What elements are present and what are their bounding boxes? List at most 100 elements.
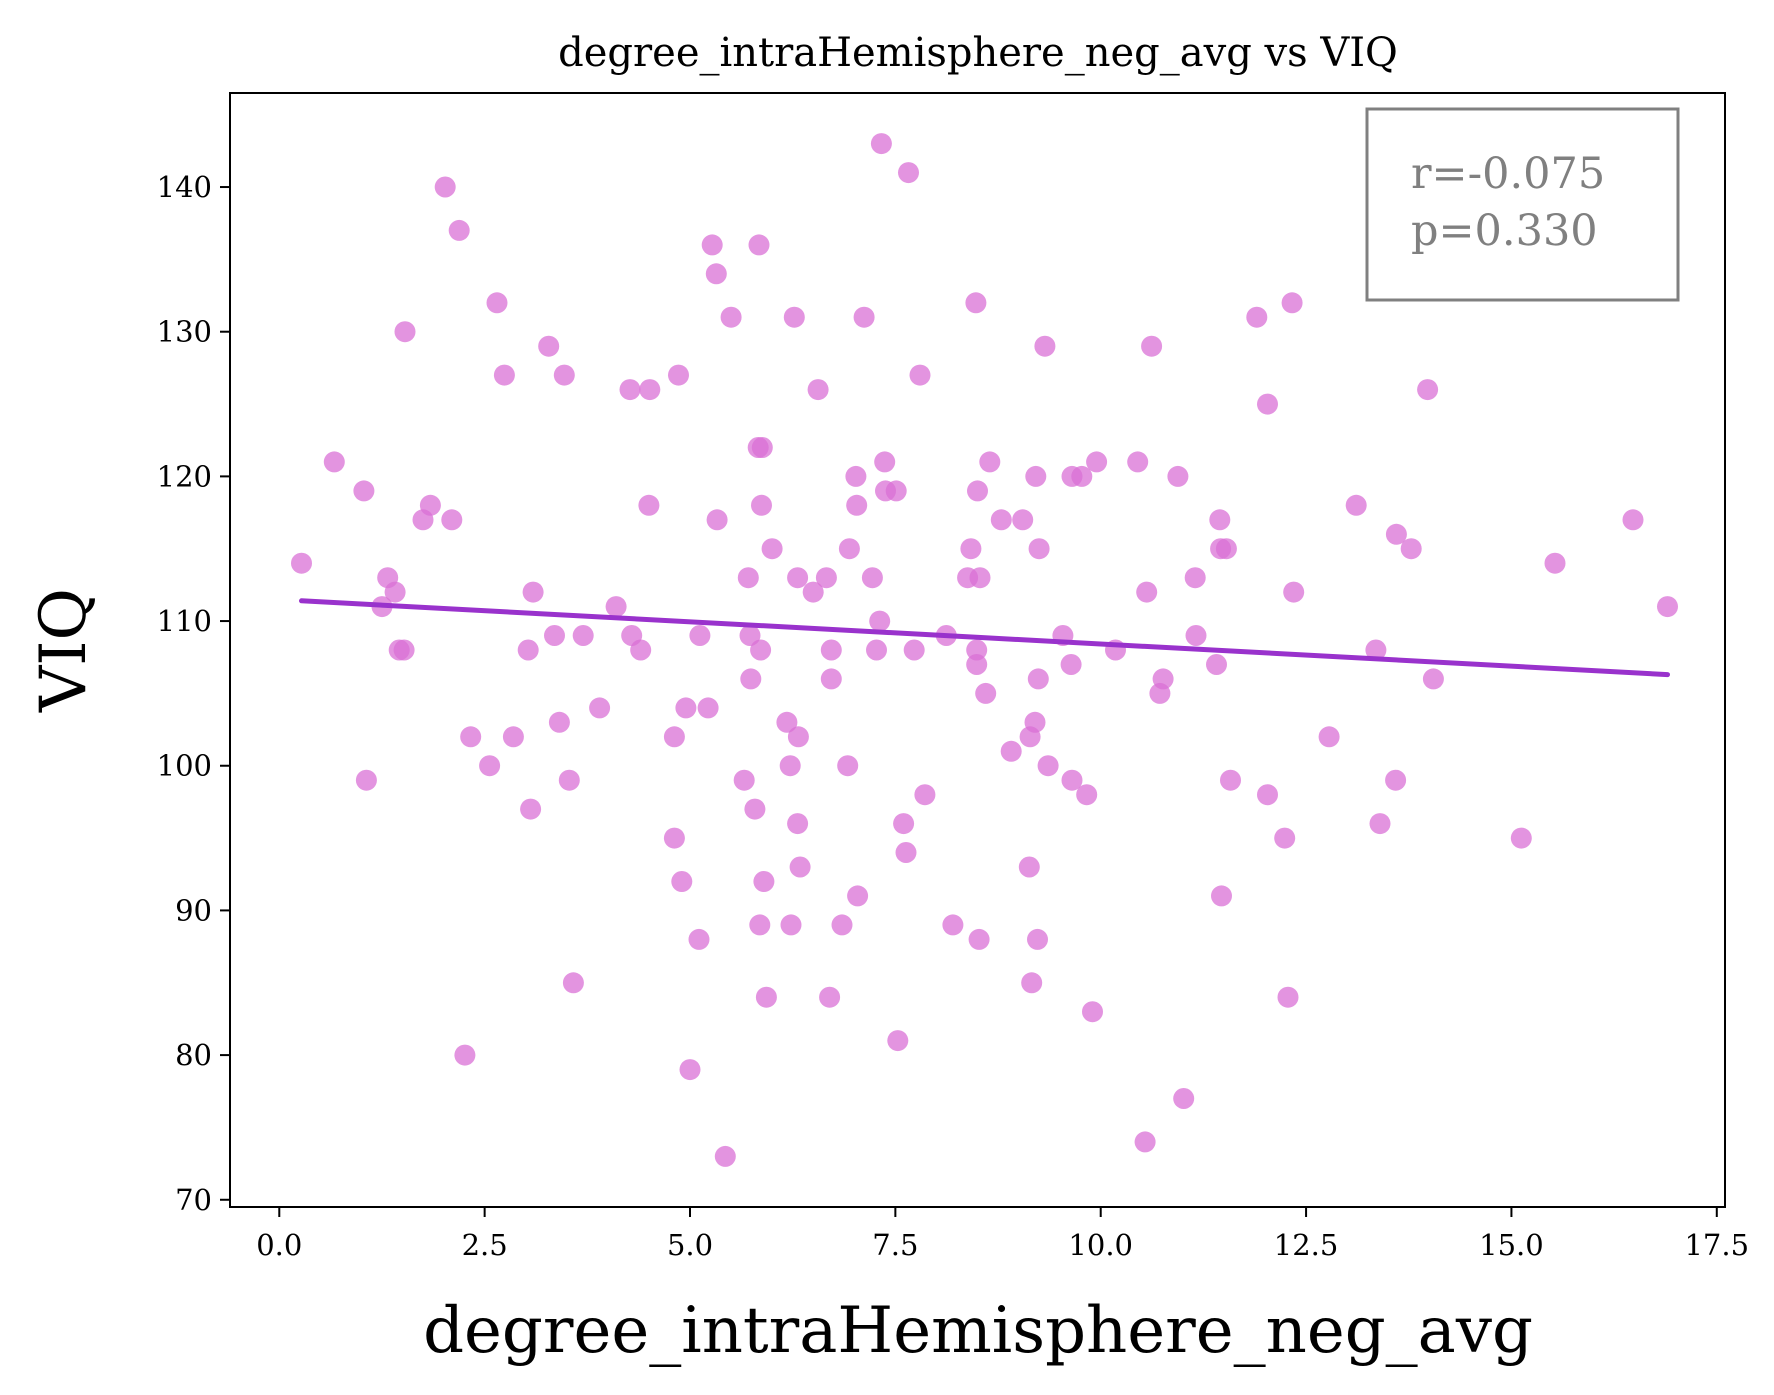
data-point <box>714 1145 736 1167</box>
x-tick-label: 15.0 <box>1479 1228 1544 1262</box>
data-point <box>697 697 719 719</box>
data-point <box>419 494 441 516</box>
data-point <box>502 726 524 748</box>
data-point <box>1136 581 1158 603</box>
data-point <box>733 769 755 791</box>
data-point <box>553 364 575 386</box>
data-point <box>1000 740 1022 762</box>
data-point <box>639 379 661 401</box>
x-tick-label: 7.5 <box>872 1228 918 1262</box>
data-point <box>384 581 406 603</box>
data-point <box>1060 654 1082 675</box>
data-point <box>751 437 773 458</box>
data-point <box>1152 668 1174 690</box>
data-point <box>605 596 627 618</box>
data-point <box>975 682 997 704</box>
data-point <box>1274 827 1296 849</box>
data-point <box>1417 379 1439 401</box>
data-point <box>740 668 762 690</box>
data-point <box>979 451 1001 473</box>
data-point <box>448 219 470 241</box>
data-point <box>1369 813 1391 835</box>
data-point <box>737 567 759 589</box>
data-point <box>831 914 853 936</box>
data-point <box>572 625 594 646</box>
data-point <box>688 928 710 950</box>
data-point <box>1076 784 1098 806</box>
y-tick-label: 100 <box>157 749 212 783</box>
y-tick-label: 120 <box>157 459 212 493</box>
data-point <box>1544 552 1566 574</box>
data-point <box>1027 668 1049 690</box>
data-point <box>909 364 931 386</box>
data-point <box>753 871 775 892</box>
data-point <box>1021 972 1043 994</box>
data-point <box>898 162 919 184</box>
x-axis-label: degree_intraHemisphere_neg_avg <box>423 1294 1533 1368</box>
data-point <box>1385 523 1407 545</box>
data-point <box>1185 625 1207 646</box>
data-point <box>1657 596 1678 618</box>
data-point <box>820 668 842 690</box>
data-point <box>1209 509 1231 531</box>
data-point <box>744 798 766 820</box>
data-point <box>895 842 917 863</box>
data-point <box>705 263 727 285</box>
data-point <box>1318 726 1340 748</box>
data-point <box>1510 827 1532 849</box>
data-point <box>1141 335 1163 357</box>
data-point <box>706 509 728 531</box>
data-point <box>1027 928 1048 950</box>
data-point <box>1277 986 1299 1008</box>
data-point <box>739 625 761 646</box>
data-point <box>393 639 415 661</box>
data-point <box>942 914 964 936</box>
stats-r-value: r=-0.075 <box>1411 149 1605 199</box>
data-point <box>1257 784 1278 806</box>
data-point <box>460 726 482 748</box>
data-point <box>668 364 689 386</box>
data-point <box>779 755 801 777</box>
data-point <box>1345 494 1367 516</box>
data-point <box>969 567 991 589</box>
data-point <box>1281 292 1303 314</box>
data-point <box>1037 755 1059 777</box>
data-point <box>847 885 869 907</box>
data-point <box>441 509 463 531</box>
x-tick-label: 17.5 <box>1684 1228 1749 1262</box>
data-point <box>1206 654 1227 675</box>
data-point <box>819 986 841 1008</box>
y-tick-label: 110 <box>157 604 212 638</box>
data-point <box>776 711 798 733</box>
y-tick-label: 130 <box>157 315 212 349</box>
data-point <box>960 538 982 560</box>
data-point <box>838 538 860 560</box>
data-point <box>1220 769 1241 791</box>
data-point <box>720 306 742 328</box>
stats-box: r=-0.075 p=0.330 <box>1365 107 1680 302</box>
data-point <box>783 306 805 328</box>
data-point <box>1211 885 1232 907</box>
data-point <box>454 1044 476 1066</box>
data-point <box>750 639 772 661</box>
data-point <box>1167 465 1189 487</box>
data-point <box>837 755 859 777</box>
x-tick-label: 0.0 <box>256 1228 302 1262</box>
data-point <box>869 610 891 632</box>
data-point <box>548 711 570 733</box>
data-point <box>1061 769 1083 791</box>
stats-box-frame <box>1365 107 1680 302</box>
data-point <box>1071 465 1093 487</box>
data-point <box>861 567 883 589</box>
y-tick-label: 70 <box>175 1183 212 1217</box>
data-point <box>789 856 811 878</box>
data-point <box>520 798 542 820</box>
data-point <box>893 813 915 835</box>
data-point <box>1018 856 1040 878</box>
data-point <box>1127 451 1149 473</box>
data-point <box>1184 567 1206 589</box>
data-point <box>663 726 685 748</box>
data-point <box>291 552 312 574</box>
data-point <box>1257 393 1278 415</box>
data-point <box>1422 668 1444 690</box>
